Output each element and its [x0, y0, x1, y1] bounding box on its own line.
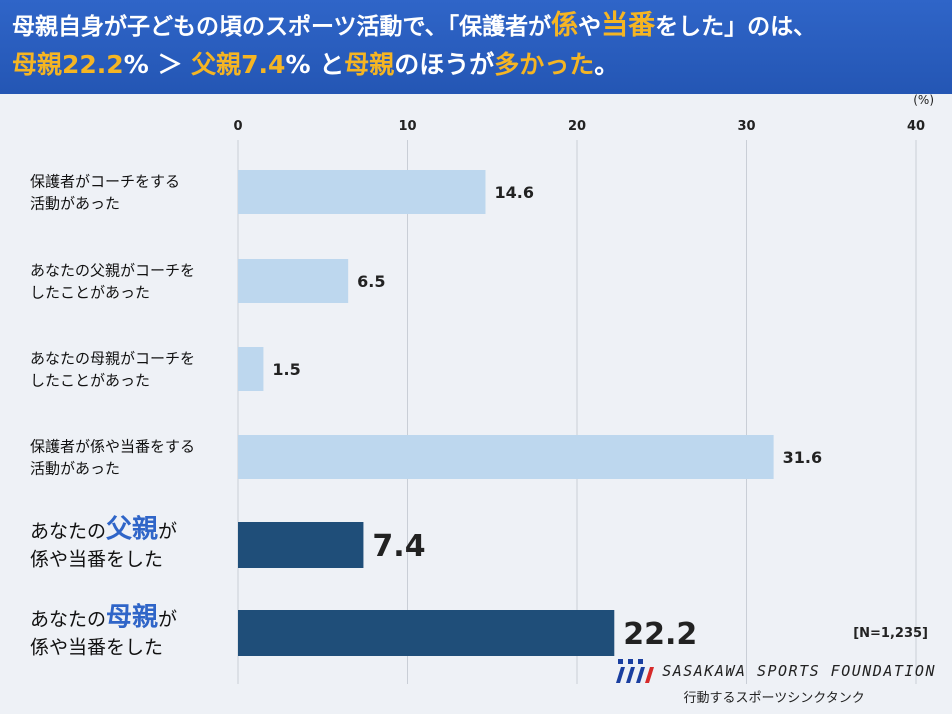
value-label: 1.5 [272, 360, 300, 379]
tick-label: 20 [568, 119, 586, 134]
headline-highlight: 母親22.2 [12, 50, 124, 79]
logo-row: SASAKAWA SPORTS FOUNDATION [612, 657, 936, 685]
category-label: 保護者がコーチをする [30, 172, 180, 190]
headline-highlight: 当番 [601, 10, 656, 41]
header-banner: 母親自身が子どもの頃のスポーツ活動で、「保護者が係や当番をした」のは、 母親22… [0, 0, 952, 94]
tick-label: 0 [233, 119, 242, 134]
headline-highlight: 係 [551, 10, 579, 41]
tick-label: 40 [907, 119, 925, 134]
org-name: SASAKAWA SPORTS FOUNDATION [662, 662, 936, 680]
category-label: 係や当番をした [30, 549, 163, 571]
headline-highlight: 父親7.4 [191, 50, 286, 79]
headline-text: 母親自身が子どもの頃のスポーツ活動で、「保護者が [12, 14, 552, 40]
headline-text: のほうが [394, 50, 495, 79]
headline-highlight: 母親 [344, 50, 395, 79]
tick-label: 30 [737, 119, 755, 134]
category-label: あなたの父親が [30, 515, 177, 545]
value-label: 6.5 [357, 272, 385, 291]
bar [238, 170, 486, 214]
headline-highlight: 多かった [494, 50, 595, 79]
category-label: 活動があった [30, 459, 120, 477]
ssf-logo-icon [616, 659, 655, 683]
category-label: したことがあった [30, 371, 150, 389]
bar [238, 347, 264, 391]
category-label: あなたの母親がコーチを [30, 349, 195, 367]
sample-size-label: [N=1,235] [853, 626, 928, 641]
bar [238, 610, 615, 656]
category-label: 保護者が係や当番をする [30, 437, 195, 455]
bar [238, 522, 364, 568]
value-label: 7.4 [372, 529, 425, 564]
headline-text: や [578, 14, 602, 40]
value-label: 14.6 [494, 183, 533, 202]
headline-text: % ＞ [123, 50, 192, 79]
category-label: 係や当番をした [30, 637, 163, 659]
axis-unit-label: (%) [913, 94, 934, 107]
value-label: 22.2 [623, 617, 697, 652]
headline-text: 。 [594, 50, 620, 79]
category-label: したことがあった [30, 283, 150, 301]
category-label: 活動があった [30, 194, 120, 212]
bar [238, 435, 774, 479]
category-label: あなたの母親が [30, 603, 177, 633]
footer-logo: SASAKAWA SPORTS FOUNDATION 行動するスポーツシンクタン… [612, 657, 936, 706]
org-tagline: 行動するスポーツシンクタンク [683, 691, 865, 706]
value-label: 31.6 [783, 448, 822, 467]
bar [238, 259, 349, 303]
category-label: あなたの父親がコーチを [30, 261, 195, 279]
headline-text: をした」のは、 [655, 14, 817, 40]
tick-label: 10 [398, 119, 416, 134]
headline-line-2: 母親22.2% ＞ 父親7.4% と母親のほうが多かった。 [12, 45, 940, 85]
headline-text: % と [285, 50, 345, 79]
headline-line-1: 母親自身が子どもの頃のスポーツ活動で、「保護者が係や当番をした」のは、 [12, 8, 940, 45]
